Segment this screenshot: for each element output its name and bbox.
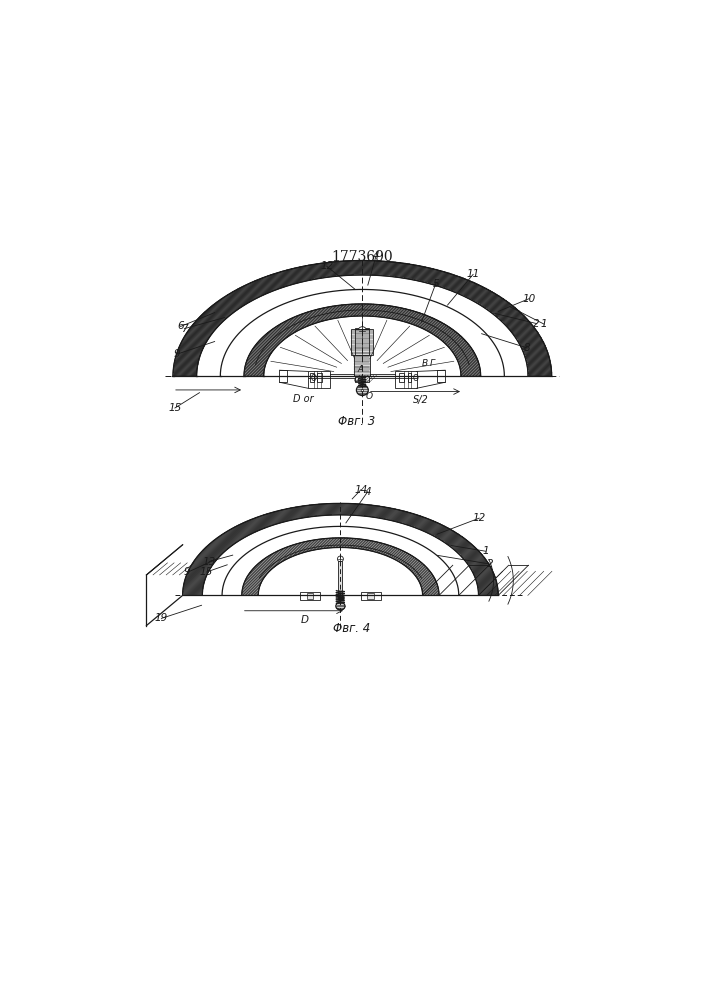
Text: 2: 2 xyxy=(533,319,540,329)
Polygon shape xyxy=(244,304,481,376)
Bar xyxy=(279,370,287,382)
Text: Φвг. 3: Φвг. 3 xyxy=(338,415,375,428)
Text: O: O xyxy=(311,374,317,383)
Text: B: B xyxy=(421,359,428,368)
Text: 9: 9 xyxy=(184,567,191,577)
Bar xyxy=(308,371,329,388)
Bar xyxy=(368,593,374,599)
Circle shape xyxy=(337,556,344,562)
Polygon shape xyxy=(242,538,439,595)
Polygon shape xyxy=(244,304,481,376)
Bar xyxy=(339,561,342,599)
Text: S/2: S/2 xyxy=(413,395,428,405)
Polygon shape xyxy=(242,538,439,595)
Bar xyxy=(407,373,411,382)
Text: d: d xyxy=(354,375,359,384)
Polygon shape xyxy=(182,503,498,595)
Text: 8: 8 xyxy=(524,343,530,353)
Text: 4: 4 xyxy=(365,487,371,497)
Text: 15: 15 xyxy=(168,403,182,413)
Text: 1773690: 1773690 xyxy=(332,250,393,264)
Polygon shape xyxy=(173,261,551,376)
Text: 6: 6 xyxy=(177,321,184,331)
Circle shape xyxy=(361,390,363,392)
Text: 5: 5 xyxy=(433,279,439,289)
Bar xyxy=(317,373,322,382)
Ellipse shape xyxy=(336,602,345,610)
Circle shape xyxy=(361,382,363,385)
Text: 15: 15 xyxy=(200,567,213,577)
Text: 13: 13 xyxy=(203,557,216,567)
Text: 12: 12 xyxy=(320,261,334,271)
Text: Г: Г xyxy=(430,359,435,368)
Bar xyxy=(300,592,320,600)
Text: Φвг. 4: Φвг. 4 xyxy=(333,622,370,635)
Bar xyxy=(351,329,373,355)
Bar xyxy=(307,593,313,599)
Text: 4: 4 xyxy=(373,251,380,261)
Text: 1: 1 xyxy=(541,319,547,329)
Text: 12: 12 xyxy=(473,513,486,523)
Bar xyxy=(399,373,404,382)
Bar xyxy=(361,592,380,600)
Text: 7: 7 xyxy=(181,324,187,334)
Text: 10: 10 xyxy=(522,294,536,304)
Text: 14: 14 xyxy=(354,485,368,495)
Bar xyxy=(355,328,370,382)
Text: D or: D or xyxy=(293,394,313,404)
Bar xyxy=(355,329,370,355)
Bar xyxy=(354,355,370,376)
Polygon shape xyxy=(173,261,551,376)
Text: O: O xyxy=(412,374,418,383)
Bar xyxy=(310,373,314,382)
Ellipse shape xyxy=(356,385,368,396)
Bar xyxy=(395,371,416,388)
Text: 2: 2 xyxy=(487,559,493,569)
Text: 11: 11 xyxy=(467,269,480,279)
Text: D: D xyxy=(300,615,308,625)
Circle shape xyxy=(358,327,367,335)
Text: 19: 19 xyxy=(155,613,168,623)
Text: A: A xyxy=(358,365,363,374)
Polygon shape xyxy=(182,503,498,595)
Bar xyxy=(438,370,445,382)
Text: 1: 1 xyxy=(482,546,489,556)
Text: 9: 9 xyxy=(173,349,180,359)
Text: O: O xyxy=(366,392,373,401)
